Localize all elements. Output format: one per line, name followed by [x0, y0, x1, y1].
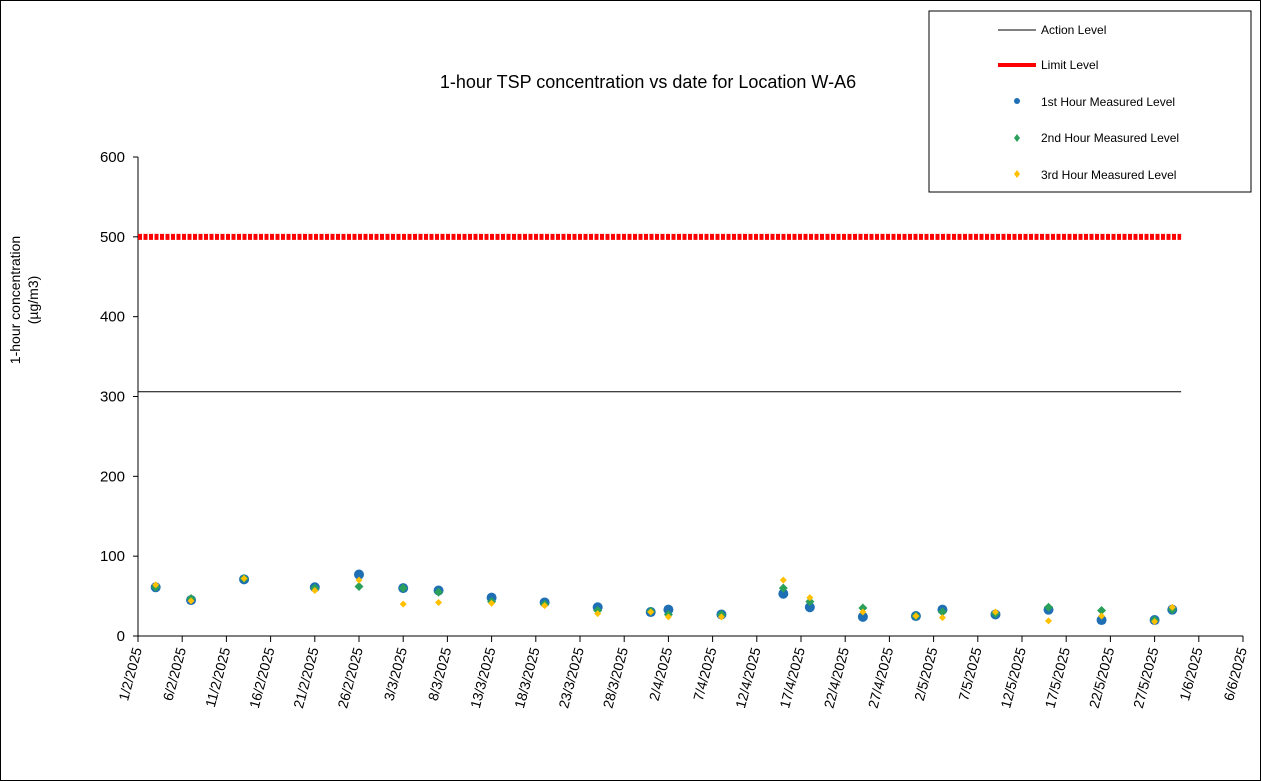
point-1st-hour [804, 602, 815, 613]
point-1st-hour [1096, 615, 1107, 626]
point-2nd-hour [398, 583, 408, 593]
point-1st-hour [857, 611, 868, 622]
x-tick-label: 27/4/2025 [865, 645, 897, 710]
legend-marker-2nd-hour [1014, 134, 1020, 142]
point-3rd-hour [1168, 603, 1176, 611]
data-points [150, 569, 1178, 626]
x-tick-label: 17/5/2025 [1042, 645, 1074, 710]
x-tick-label: 1/6/2025 [1176, 645, 1206, 702]
x-tick-label: 17/4/2025 [776, 645, 808, 710]
point-3rd-hour [435, 598, 443, 606]
x-tick-label: 22/5/2025 [1086, 645, 1118, 710]
point-1st-hour [778, 588, 789, 599]
x-tick-label: 7/5/2025 [955, 645, 985, 702]
legend-label-action-level: Action Level [1041, 23, 1106, 37]
point-3rd-hour [806, 594, 814, 602]
point-3rd-hour [1098, 612, 1106, 620]
x-tick-label: 8/3/2025 [425, 645, 455, 702]
point-3rd-hour [355, 576, 363, 584]
point-2nd-hour [1044, 602, 1054, 612]
x-tick-label: 1/2/2025 [115, 645, 145, 702]
point-3rd-hour [240, 575, 248, 583]
point-3rd-hour [399, 600, 407, 608]
legend: Action Level Limit Level 1st Hour Measur… [928, 10, 1252, 193]
y-axis-label-line2: (µg/m3) [25, 276, 41, 325]
point-3rd-hour [1151, 618, 1159, 626]
x-tick-label: 6/2/2025 [160, 645, 190, 702]
axes: 0 100 200 300 400 500 600 1/2/2025 6/2/2025 11/2/… [100, 149, 1250, 710]
x-tick-label: 28/3/2025 [600, 645, 632, 710]
y-tick-label: 100 [100, 548, 125, 565]
reference-lines [138, 233, 1182, 393]
x-tick-label: 22/4/2025 [821, 645, 853, 710]
point-3rd-hour [647, 608, 655, 616]
x-tick-label: 13/3/2025 [467, 645, 499, 710]
point-3rd-hour [664, 613, 672, 621]
x-tick-label: 27/5/2025 [1130, 645, 1162, 710]
point-3rd-hour [152, 581, 160, 589]
legend-marker-1st-hour [1014, 98, 1020, 104]
legend-label-1st-hour: 1st Hour Measured Level [1041, 95, 1175, 109]
point-3rd-hour [991, 608, 999, 616]
x-tick-label: 6/6/2025 [1220, 645, 1250, 702]
point-3rd-hour [541, 602, 549, 610]
point-3rd-hour [187, 597, 195, 605]
x-tick-label: 16/2/2025 [246, 645, 278, 710]
x-tick-label: 23/3/2025 [555, 645, 587, 710]
series-1 [150, 569, 1178, 626]
x-tick-label: 21/2/2025 [290, 645, 322, 710]
legend-label-3rd-hour: 3rd Hour Measured Level [1041, 168, 1176, 182]
point-2nd-hour [1097, 605, 1107, 615]
point-3rd-hour [938, 614, 946, 622]
x-tick-label: 12/5/2025 [997, 645, 1029, 710]
y-tick-label: 300 [100, 389, 125, 406]
point-1st-hour [663, 604, 674, 615]
point-2nd-hour [858, 603, 868, 613]
x-tick-label: 2/4/2025 [646, 645, 676, 702]
chart-title: 1-hour TSP concentration vs date for Loc… [440, 72, 856, 92]
series-2 [151, 574, 1177, 625]
point-3rd-hour [1045, 617, 1053, 625]
y-tick-label: 600 [100, 149, 125, 166]
point-2nd-hour [937, 607, 947, 617]
x-tick-label: 18/3/2025 [511, 645, 543, 710]
point-2nd-hour [778, 583, 788, 593]
series-3 [152, 575, 1176, 626]
legend-label-limit-level: Limit Level [1041, 58, 1098, 72]
point-2nd-hour [354, 582, 364, 592]
y-tick-label: 0 [117, 628, 125, 645]
point-3rd-hour [594, 610, 602, 618]
point-3rd-hour [311, 586, 319, 594]
point-2nd-hour [805, 597, 815, 607]
x-tick-label: 3/3/2025 [381, 645, 411, 702]
x-tick-label: 12/4/2025 [732, 645, 764, 710]
point-2nd-hour [434, 587, 444, 597]
point-3rd-hour [779, 576, 787, 584]
y-axis-label-line1: 1-hour concentration [7, 236, 23, 364]
x-tick-label: 2/5/2025 [911, 645, 941, 702]
y-tick-label: 200 [100, 468, 125, 485]
x-tick-label: 11/2/2025 [202, 645, 233, 709]
point-3rd-hour [912, 612, 920, 620]
point-3rd-hour [488, 599, 496, 607]
x-tick-label: 7/4/2025 [690, 645, 720, 702]
y-tick-label: 500 [100, 229, 125, 246]
x-tick-label: 26/2/2025 [334, 645, 366, 710]
point-1st-hour [354, 569, 364, 580]
legend-box [928, 10, 1252, 193]
legend-marker-3rd-hour [1014, 170, 1020, 178]
legend-label-2nd-hour: 2nd Hour Measured Level [1041, 131, 1179, 145]
y-tick-label: 400 [100, 309, 125, 326]
point-3rd-hour [717, 613, 725, 621]
point-3rd-hour [859, 608, 867, 616]
